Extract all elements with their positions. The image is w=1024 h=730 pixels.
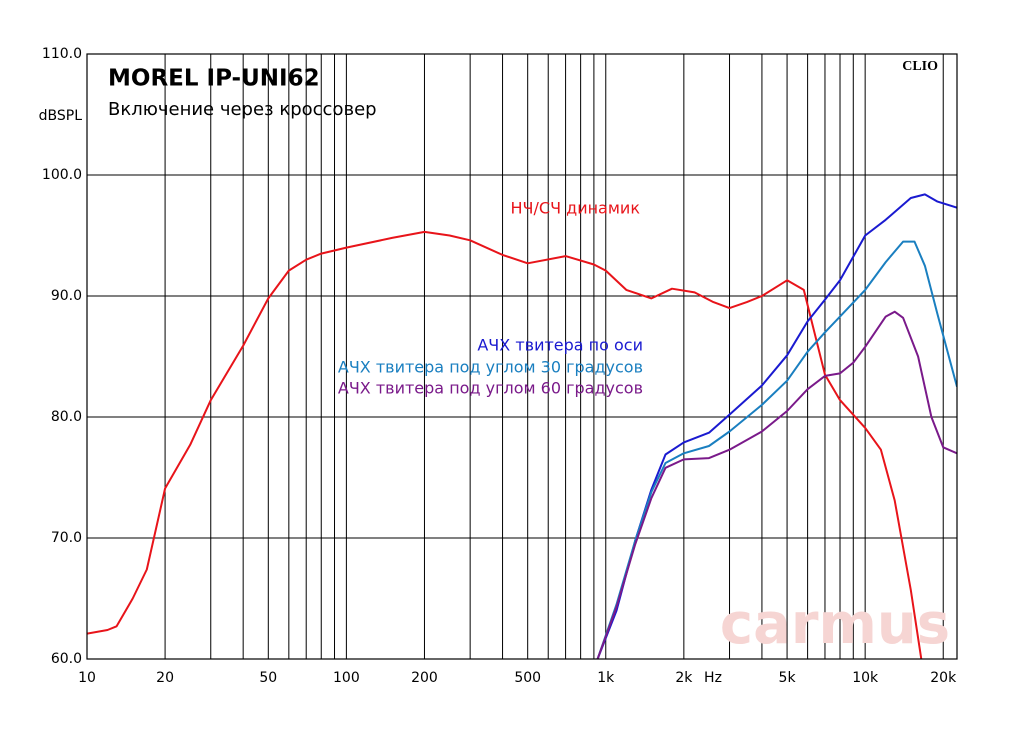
series-line (87, 230, 923, 659)
y-tick-label: 60.0 (51, 651, 82, 667)
series-line (596, 310, 957, 659)
y-axis-label: dBSPL (39, 108, 83, 124)
x-tick-label: 5k (779, 670, 797, 686)
series-line (596, 240, 957, 659)
x-tick-label: 500 (514, 670, 541, 686)
series-label: АЧХ твитера под углом 30 градусов (338, 358, 643, 377)
x-tick-label: 2k (675, 670, 693, 686)
y-tick-label: 80.0 (51, 409, 82, 425)
x-tick-label: 20 (156, 670, 174, 686)
x-tick-label: 200 (411, 670, 438, 686)
y-tick-label: 70.0 (51, 530, 82, 546)
x-axis-label: Hz (704, 670, 722, 686)
chart-title: MOREL IP-UNI62 (108, 66, 320, 92)
watermark: carmus (720, 592, 950, 657)
series-label: НЧ/СЧ динамик (511, 199, 641, 218)
series-label: АЧХ твитера по оси (477, 336, 643, 355)
y-tick-label: 90.0 (51, 288, 82, 304)
x-tick-label: 10 (78, 670, 96, 686)
plot-border (86, 53, 958, 660)
y-tick-label: 100.0 (42, 167, 82, 183)
x-tick-label: 1k (597, 670, 615, 686)
brand-label: CLIO (902, 59, 938, 74)
x-tick-label: 20k (930, 670, 957, 686)
x-tick-label: 100 (333, 670, 360, 686)
y-tick-label: 110.0 (42, 46, 82, 62)
chart-subtitle: Включение через кроссовер (108, 99, 377, 120)
series-label: АЧХ твитера под углом 60 градусов (338, 379, 643, 398)
x-tick-label: 10k (852, 670, 879, 686)
plot-area (87, 54, 957, 659)
series-line (596, 193, 957, 659)
x-tick-label: 50 (259, 670, 277, 686)
